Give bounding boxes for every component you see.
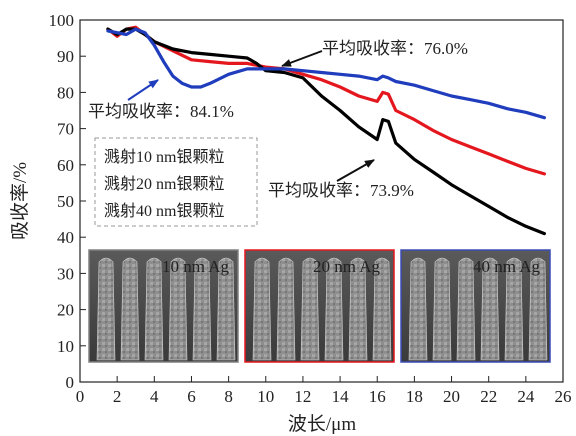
sem-pillar — [408, 257, 428, 361]
x-tick-label: 18 — [406, 387, 423, 406]
annotation-84: 平均吸收率：84.1% — [88, 102, 234, 121]
inset-10nm: 10 nm Ag — [88, 249, 239, 363]
x-tick-label: 20 — [443, 387, 460, 406]
y-tick-label: 80 — [57, 83, 74, 102]
sem-pillar — [372, 257, 392, 361]
annotation-84-arrow — [127, 79, 159, 101]
y-tick-label: 70 — [57, 120, 74, 139]
sem-pillars — [252, 257, 392, 361]
y-tick-label: 10 — [57, 337, 74, 356]
legend-entry-40nm: 溅射40 nm银颗粒 — [104, 202, 224, 220]
sem-pillar — [144, 257, 164, 361]
y-tick-label: 40 — [57, 228, 74, 247]
x-tick-label: 24 — [517, 387, 535, 406]
y-tick-label: 90 — [57, 47, 74, 66]
legend-entry-10nm: 溅射10 nm银颗粒 — [104, 148, 224, 166]
sem-pillars — [96, 257, 236, 361]
sem-pillar — [528, 257, 548, 361]
inset-label-10nm: 10 nm Ag — [162, 257, 230, 276]
inset-20nm: 20 nm Ag — [244, 249, 395, 363]
annotation-76-arrow — [281, 50, 323, 67]
y-axis-title: 吸收率/% — [9, 162, 31, 240]
series-line — [106, 27, 546, 120]
series-line — [106, 27, 546, 236]
sem-pillar — [480, 257, 500, 361]
x-tick-label: 14 — [332, 387, 350, 406]
sem-pillar — [192, 257, 212, 361]
inset-40nm: 40 nm Ag — [400, 249, 551, 363]
x-tick-label: 10 — [257, 387, 274, 406]
sem-pillar — [252, 257, 272, 361]
axis-ticks: 0 2 4 6 8 10 12 14 16 18 20 22 24 2601020304050607080… — [49, 11, 572, 406]
sem-pillar — [324, 257, 344, 361]
x-tick-label: 22 — [480, 387, 497, 406]
sem-pillar — [348, 257, 368, 361]
inset-label-40nm: 40 nm Ag — [473, 257, 541, 276]
sem-pillar — [96, 257, 116, 361]
y-tick-label: 0 — [66, 373, 75, 392]
sem-pillar — [432, 257, 452, 361]
y-tick-label: 30 — [57, 264, 74, 283]
sem-pillar — [456, 257, 476, 361]
legend-entry-20nm: 溅射20 nm银颗粒 — [104, 175, 224, 193]
x-tick-label: 6 — [187, 387, 196, 406]
sem-pillar — [168, 257, 188, 361]
x-axis-title: 波长/μm — [288, 413, 356, 435]
legend: 溅射10 nm银颗粒 溅射20 nm银颗粒 溅射40 nm银颗粒 — [94, 137, 258, 227]
inset-label-20nm: 20 nm Ag — [313, 257, 381, 276]
y-tick-label: 100 — [49, 11, 75, 30]
sem-pillar — [120, 257, 140, 361]
sem-pillars — [408, 257, 548, 361]
x-tick-label: 2 — [113, 387, 122, 406]
annotation-73-arrow — [336, 159, 375, 182]
series-layer — [106, 25, 546, 236]
x-tick-label: 4 — [150, 387, 159, 406]
y-tick-label: 60 — [57, 156, 74, 175]
sem-pillar — [300, 257, 320, 361]
x-tick-label: 12 — [294, 387, 311, 406]
annotation-73: 平均吸收率：73.9% — [268, 181, 414, 200]
x-tick-label: 0 — [76, 387, 85, 406]
sem-pillar — [216, 257, 236, 361]
y-tick-label: 20 — [57, 301, 74, 320]
x-tick-label: 26 — [555, 387, 572, 406]
y-tick-label: 50 — [57, 192, 74, 211]
sem-pillar — [504, 257, 524, 361]
x-tick-label: 16 — [369, 387, 386, 406]
annotation-76: 平均吸收率：76.0% — [322, 39, 468, 58]
sem-pillar — [276, 257, 296, 361]
x-tick-label: 8 — [224, 387, 233, 406]
